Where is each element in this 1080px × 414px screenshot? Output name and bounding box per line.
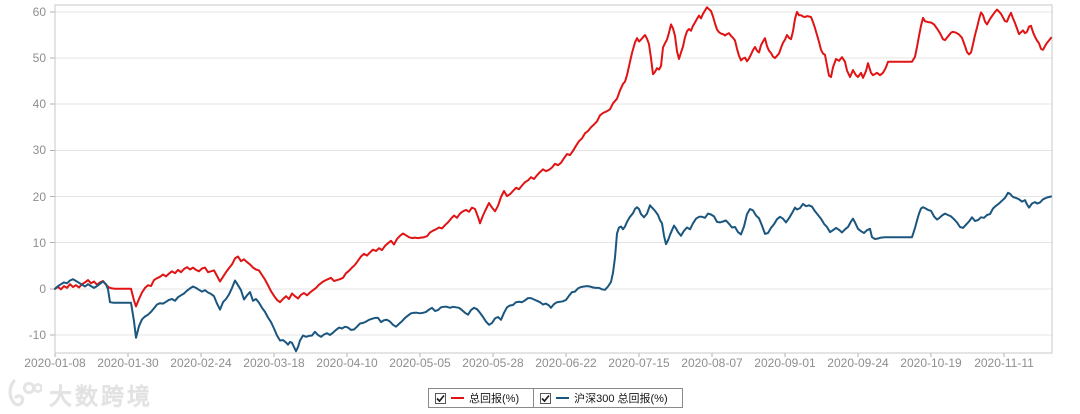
checkmark-icon	[541, 394, 550, 402]
y-axis-label: 60	[32, 4, 46, 19]
x-axis-label: 2020-09-01	[754, 356, 816, 370]
y-axis-label: 10	[32, 235, 46, 250]
x-axis-label: 2020-04-10	[316, 356, 378, 370]
x-axis-label: 2020-08-07	[681, 356, 743, 370]
y-axis-label: 20	[32, 189, 46, 204]
y-axis-label: 50	[32, 51, 46, 66]
x-axis-label: 2020-05-05	[389, 356, 451, 370]
x-axis-label: 2020-11-11	[974, 356, 1034, 370]
legend-label: 总回报(%)	[469, 393, 520, 405]
plot-border	[54, 4, 1053, 354]
x-axis-label: 2020-07-15	[608, 356, 670, 370]
x-axis-label: 2020-05-28	[462, 356, 524, 370]
csi300-total-return-line	[54, 191, 1052, 353]
legend-item-csi300[interactable]: 沪深300 总回报(%)	[533, 389, 682, 407]
x-axis-label: 2020-01-08	[24, 356, 86, 370]
y-axis-label: 0	[39, 281, 46, 296]
x-axis-label: 2020-06-22	[535, 356, 597, 370]
y-axis-label: 40	[32, 97, 46, 112]
legend-label: 沪深300 总回报(%)	[574, 393, 668, 405]
checkmark-icon	[436, 394, 445, 402]
x-axis-label: 2020-02-24	[170, 356, 232, 370]
x-axis-label: 2020-01-30	[97, 356, 159, 370]
series-color-dash	[451, 397, 464, 399]
x-axis-label: 2020-03-18	[243, 356, 305, 370]
legend-checkbox-csi300[interactable]	[540, 392, 552, 404]
y-axis-label: -10	[28, 328, 46, 342]
legend-checkbox-total-return[interactable]	[435, 392, 446, 404]
total-return-line	[54, 6, 1052, 308]
y-axis-label: 30	[32, 143, 46, 158]
series-color-dash	[556, 397, 570, 399]
x-axis-label: 2020-09-24	[827, 356, 889, 370]
legend-item-total-return[interactable]: 总回报(%)	[429, 389, 533, 407]
legend: 总回报(%) 沪深300 总回报(%)	[428, 388, 683, 408]
x-axis-label: 2020-10-19	[900, 356, 962, 370]
